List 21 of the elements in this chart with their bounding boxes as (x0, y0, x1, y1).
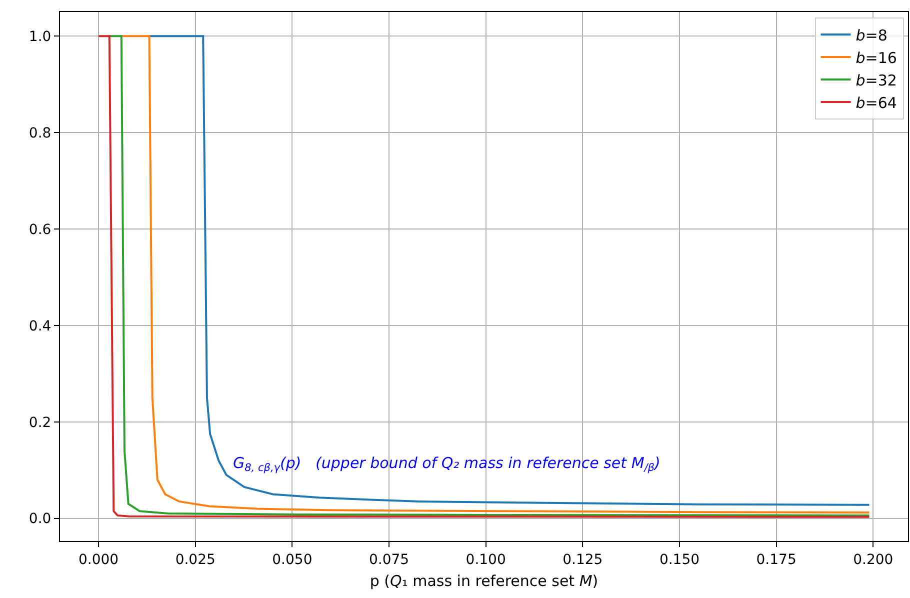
annotation: G$_{8, cβ,γ}$(p) (upper bound of Q₂ mass in reference set M$_{/β}$) (233, 454, 660, 474)
x-tick-label: 0.100 (466, 552, 506, 568)
legend-label: b=64 (856, 94, 897, 112)
legend-label: b=32 (856, 71, 897, 90)
x-tick-label: 0.125 (562, 552, 603, 568)
x-tick-label: 0.025 (175, 552, 216, 568)
x-tick-label: 0.000 (78, 552, 119, 568)
y-tick-label: 1.0 (28, 29, 52, 46)
x-tick-label: 0.050 (272, 552, 312, 568)
legend-label: b=16 (856, 48, 897, 67)
legend-label: b=8 (856, 26, 888, 44)
y-tick-label: 0.8 (28, 125, 52, 142)
x-tick-label: 0.175 (756, 552, 796, 568)
x-tick-label: 0.150 (659, 552, 700, 568)
x-axis-title: p (Q₁ mass in reference set M) (370, 572, 598, 590)
x-tick-label: 0.200 (853, 552, 894, 568)
y-tick-label: 0.6 (28, 222, 52, 238)
y-tick-label: 0.4 (28, 318, 52, 334)
x-tick-label: 0.075 (368, 552, 410, 568)
y-tick-label: 0.2 (28, 414, 52, 431)
y-tick-label: 0.0 (28, 511, 52, 528)
